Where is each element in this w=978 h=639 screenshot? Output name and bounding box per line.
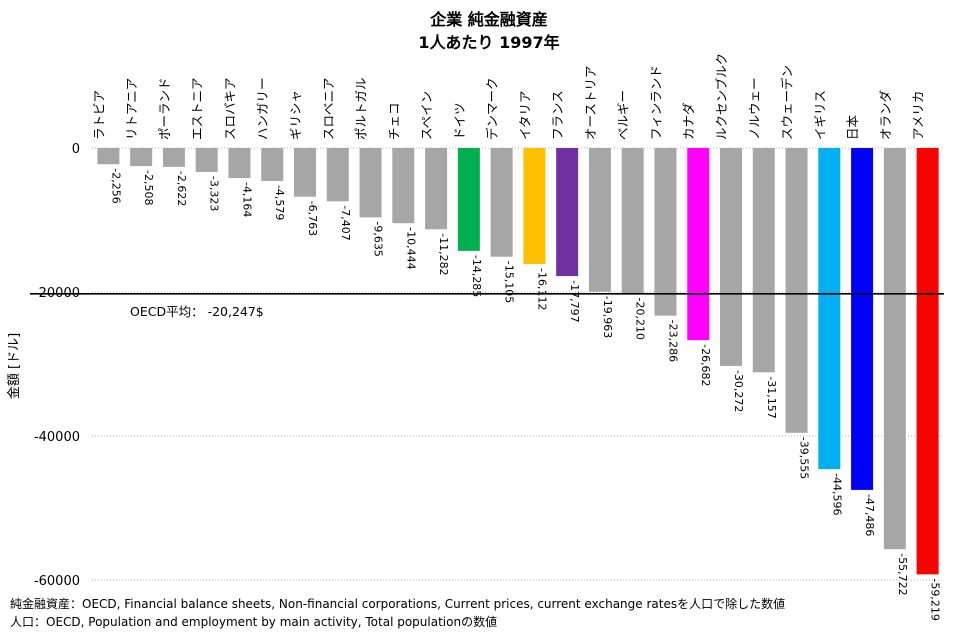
category-label: ベルギー (616, 90, 631, 140)
bar (588, 148, 611, 292)
category-label: ラトビア (91, 90, 106, 140)
value-label: -10,444 (404, 227, 417, 269)
value-label: -44,596 (830, 473, 843, 515)
y-tick-label: -40000 (34, 430, 80, 445)
value-label: -39,555 (798, 437, 811, 479)
bar (687, 148, 710, 341)
bar (818, 148, 841, 470)
value-label: -23,286 (666, 320, 679, 362)
value-label: -59,219 (929, 578, 942, 620)
y-tick-labels: 0-20000-40000-60000 (34, 142, 80, 589)
category-label: 日本 (845, 114, 860, 140)
value-label: -16,112 (535, 268, 548, 310)
value-label: -17,797 (568, 280, 581, 322)
source-note-2: 人口：OECD, Population and employment by ma… (10, 614, 497, 629)
category-label: ギリシャ (288, 90, 303, 140)
bar (359, 148, 382, 218)
y-axis-label: 金額 [ドル] (6, 333, 22, 399)
gridlines (92, 147, 944, 581)
category-label: アメリカ (911, 91, 926, 140)
bar (392, 148, 415, 224)
value-label: -47,486 (863, 494, 876, 536)
value-label: -3,323 (208, 176, 221, 211)
category-label: イギリス (812, 90, 827, 140)
value-label: -9,635 (372, 221, 385, 256)
source-note-1: 純金融資産：OECD, Financial balance sheets, No… (10, 596, 785, 611)
category-labels: ラトビア リトアニア ポーランド エストニア スロバキア ハンガリー ギリシャ スロベニア ポル… (91, 53, 925, 140)
category-label: カナダ (681, 102, 696, 140)
bar (851, 148, 874, 490)
category-label: スロバキア (222, 77, 237, 140)
y-tick-label: 0 (72, 142, 80, 157)
bars (97, 148, 939, 575)
category-label: ハンガリー (255, 77, 270, 140)
value-label: -55,722 (896, 553, 909, 595)
bar (523, 148, 546, 265)
category-label: チェコ (386, 102, 401, 140)
category-label: オーストリア (583, 66, 598, 140)
value-label: -2,508 (142, 170, 155, 205)
bar (916, 148, 939, 575)
value-label: -30,272 (732, 370, 745, 412)
value-labels: -2,256 -2,508 -2,622 -3,323 -4,164 -4,579 -6,7… (109, 168, 941, 621)
chart-subtitle: 1人あたり 1997年 (418, 33, 559, 52)
bar (326, 148, 349, 202)
value-label: -4,579 (273, 185, 286, 220)
bar (621, 148, 644, 294)
chart-title: 企業 純金融資産 (429, 10, 548, 29)
category-label: ドイツ (452, 102, 467, 140)
category-label: イタリア (517, 90, 532, 140)
value-label: -2,256 (109, 168, 122, 203)
value-label: -14,285 (470, 255, 483, 297)
category-label: ポーランド (157, 77, 172, 140)
bar (490, 148, 513, 257)
bar (294, 148, 316, 197)
category-label: フィンランド (648, 65, 663, 140)
value-label: -6,763 (306, 201, 319, 236)
category-label: スペイン (419, 91, 434, 140)
bar (457, 148, 480, 251)
bar (425, 148, 448, 230)
value-label: -26,682 (699, 344, 712, 386)
bar (883, 148, 906, 550)
category-label: デンマーク (485, 77, 500, 140)
bar (130, 148, 153, 167)
category-label: ルクセンブルク (714, 53, 729, 140)
category-label: スウェーデン (780, 65, 795, 140)
y-tick-label: -60000 (34, 574, 80, 589)
value-label: -19,963 (601, 296, 614, 338)
value-label: -11,282 (437, 233, 450, 275)
value-label: -7,407 (339, 205, 352, 240)
bar (785, 148, 808, 433)
oecd-average-label: OECD平均： -20,247$ (130, 304, 264, 319)
category-label: エストニア (190, 77, 205, 140)
category-label: リトアニア (124, 78, 139, 140)
category-label: スロベニア (321, 77, 336, 140)
value-label: -15,105 (503, 261, 516, 303)
bar (752, 148, 775, 373)
bar (556, 148, 579, 277)
bar (97, 148, 120, 165)
reference-line-group: OECD平均： -20,247$ (30, 292, 944, 319)
bar (720, 148, 742, 366)
category-label: ノルウェー (747, 77, 762, 140)
bar (162, 148, 185, 167)
category-label: オランダ (878, 90, 893, 140)
category-label: ポルトガル (354, 77, 369, 140)
bar (195, 148, 218, 172)
category-label: フランス (550, 90, 565, 140)
value-label: -31,157 (765, 376, 778, 418)
bar (228, 148, 251, 178)
bar (261, 148, 284, 181)
value-label: -2,622 (175, 171, 188, 206)
value-label: -4,164 (240, 182, 253, 217)
bar (654, 148, 677, 316)
value-label: -20,210 (634, 298, 647, 340)
